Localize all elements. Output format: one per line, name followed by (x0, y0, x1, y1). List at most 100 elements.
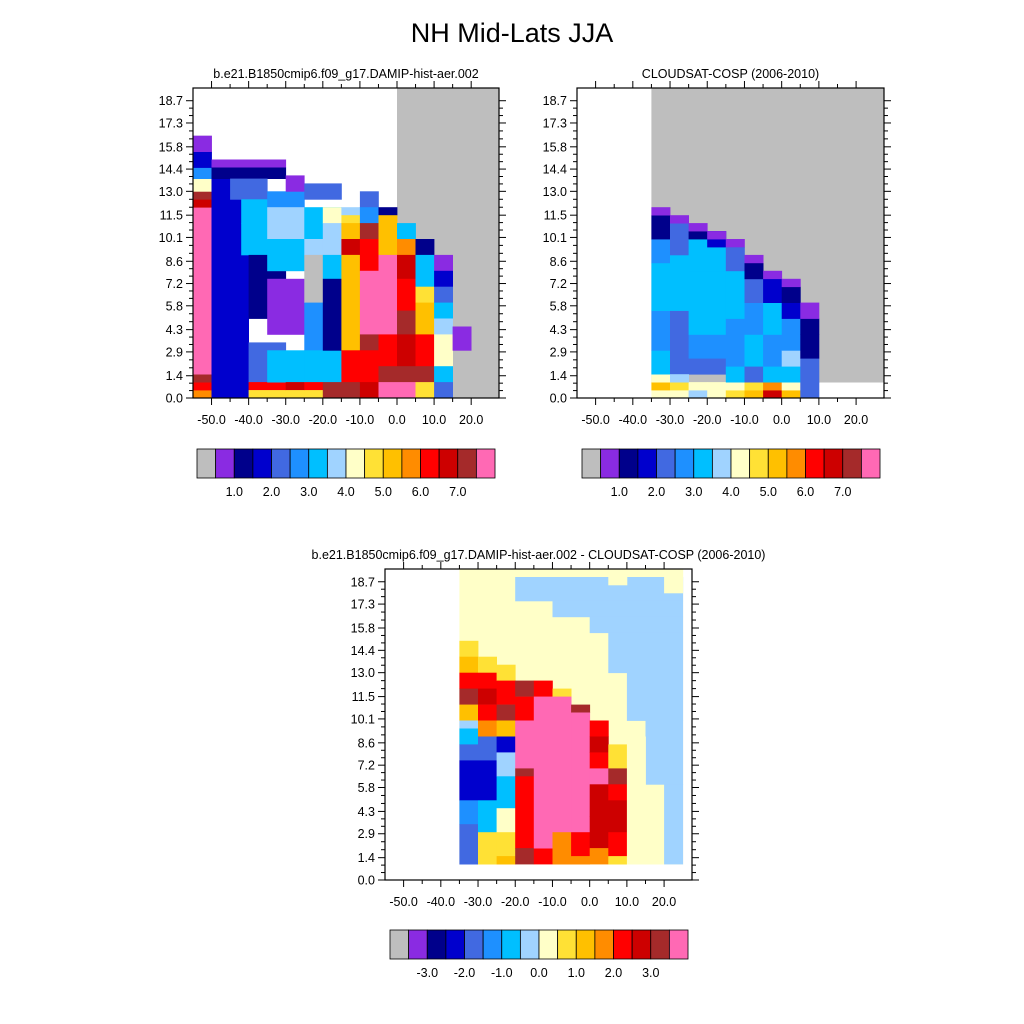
colorbar-label: 4.0 (722, 485, 739, 499)
heatmap-cell (193, 191, 212, 200)
heatmap-cell (781, 350, 801, 367)
heatmap-cell (434, 382, 453, 399)
heatmap-cell (515, 696, 535, 721)
heatmap-cell (248, 390, 287, 399)
x-tick-label: 0.0 (581, 895, 598, 909)
heatmap-cell (744, 334, 764, 367)
colorbar-swatch (538, 929, 559, 960)
heatmap-cell (304, 183, 342, 200)
heatmap-cell (378, 382, 398, 399)
colorbar-label: 1.0 (568, 966, 585, 980)
colorbar-swatch (426, 929, 447, 960)
x-tick-label: -50.0 (197, 413, 226, 427)
colorbar-swatch (438, 448, 459, 479)
y-tick-label: 7.2 (166, 277, 183, 291)
heatmap-cell (459, 720, 479, 729)
heatmap-cell (651, 310, 671, 351)
heatmap-cell (608, 784, 628, 801)
heatmap-cell (341, 239, 361, 256)
colorbar-label: 0.0 (530, 966, 547, 980)
heatmap-cell (496, 856, 516, 865)
colorbar-swatch (693, 448, 713, 479)
heatmap-cell (800, 358, 820, 383)
heatmap-cell (415, 286, 435, 303)
y-tick-label: 11.5 (160, 209, 183, 223)
colorbar-swatch (631, 929, 652, 960)
heatmap-cell (589, 752, 609, 769)
heatmap-cell (800, 302, 820, 319)
heatmap-cell (608, 632, 684, 674)
heatmap-cell (267, 191, 305, 208)
heatmap-cell (744, 278, 764, 303)
y-tick-label: 13.0 (159, 185, 183, 199)
y-tick-label: 1.4 (358, 851, 375, 865)
model-panel-title: b.e21.B1850cmip6.f09_g17.DAMIP-hist-aer.… (213, 67, 478, 81)
colorbar-label: 7.0 (834, 485, 851, 499)
y-tick-label: 18.7 (543, 94, 567, 108)
heatmap-cell (478, 688, 497, 705)
heatmap-cell (670, 215, 689, 224)
y-tick-label: 14.4 (543, 163, 567, 177)
heatmap-cell (688, 231, 708, 240)
heatmap-cell (397, 382, 416, 399)
heatmap-cell (781, 390, 801, 399)
difference-panel-title: b.e21.B1850cmip6.f09_g17.DAMIP-hist-aer.… (312, 548, 766, 562)
page-title: NH Mid-Lats JJA (410, 18, 614, 48)
heatmap-cell (397, 334, 416, 367)
heatmap-cell (267, 207, 305, 240)
heatmap-cell (267, 350, 305, 383)
y-tick-label: 17.3 (159, 116, 183, 130)
heatmap-cell (241, 199, 268, 224)
heatmap-cell (341, 278, 361, 351)
heatmap-cell (744, 382, 764, 391)
heatmap-cell (304, 254, 324, 303)
x-tick-label: 10.0 (615, 895, 639, 909)
colorbar-swatch (389, 929, 410, 960)
heatmap-cell (608, 800, 628, 833)
heatmap-cell (533, 848, 553, 865)
heatmap-cell (478, 832, 497, 865)
heatmap-cell (397, 223, 416, 240)
y-tick-label: 4.3 (166, 323, 183, 337)
colorbar-swatch (382, 448, 403, 479)
y-tick-label: 5.8 (550, 299, 567, 313)
heatmap-cell (322, 382, 342, 399)
heatmap-cell (341, 382, 361, 399)
heatmap-cell (763, 390, 783, 399)
heatmap-cell (725, 366, 745, 383)
heatmap-cell (211, 167, 287, 179)
colorbar-label: 6.0 (412, 485, 429, 499)
heatmap-cell (397, 366, 416, 383)
colorbar-swatch (594, 929, 614, 960)
heatmap-cell (608, 744, 628, 769)
heatmap-cell (571, 856, 591, 865)
heatmap-cell (378, 215, 398, 240)
heatmap-cell (608, 856, 628, 865)
y-tick-label: 10.1 (159, 231, 183, 245)
heatmap-cell (800, 382, 820, 399)
x-tick-label: -50.0 (389, 895, 418, 909)
heatmap-cell (304, 302, 324, 351)
y-tick-label: 1.4 (550, 369, 567, 383)
y-tick-label: 13.0 (351, 666, 375, 680)
heatmap-cell (285, 175, 305, 192)
heatmap-cell (459, 728, 479, 745)
heatmap-cell (670, 223, 689, 256)
heatmap-cell (359, 382, 379, 399)
heatmap-cell (515, 577, 684, 602)
heatmap-cell (651, 215, 671, 240)
heatmap-cell (378, 207, 398, 216)
plot-frame (192, 87, 500, 399)
y-tick-label: 15.8 (159, 140, 183, 154)
heatmap-cell (459, 744, 479, 761)
heatmap-cell (670, 358, 727, 375)
heatmap-cell (571, 712, 591, 737)
x-tick-label: -10.0 (730, 413, 759, 427)
heatmap-cell (496, 704, 516, 721)
heatmap-cell (589, 768, 609, 785)
heatmap-cell (515, 768, 535, 777)
heatmap-cell (496, 832, 516, 857)
y-tick-label: 5.8 (358, 781, 375, 795)
colorbar-label: 3.0 (685, 485, 702, 499)
heatmap-cell (452, 326, 472, 351)
